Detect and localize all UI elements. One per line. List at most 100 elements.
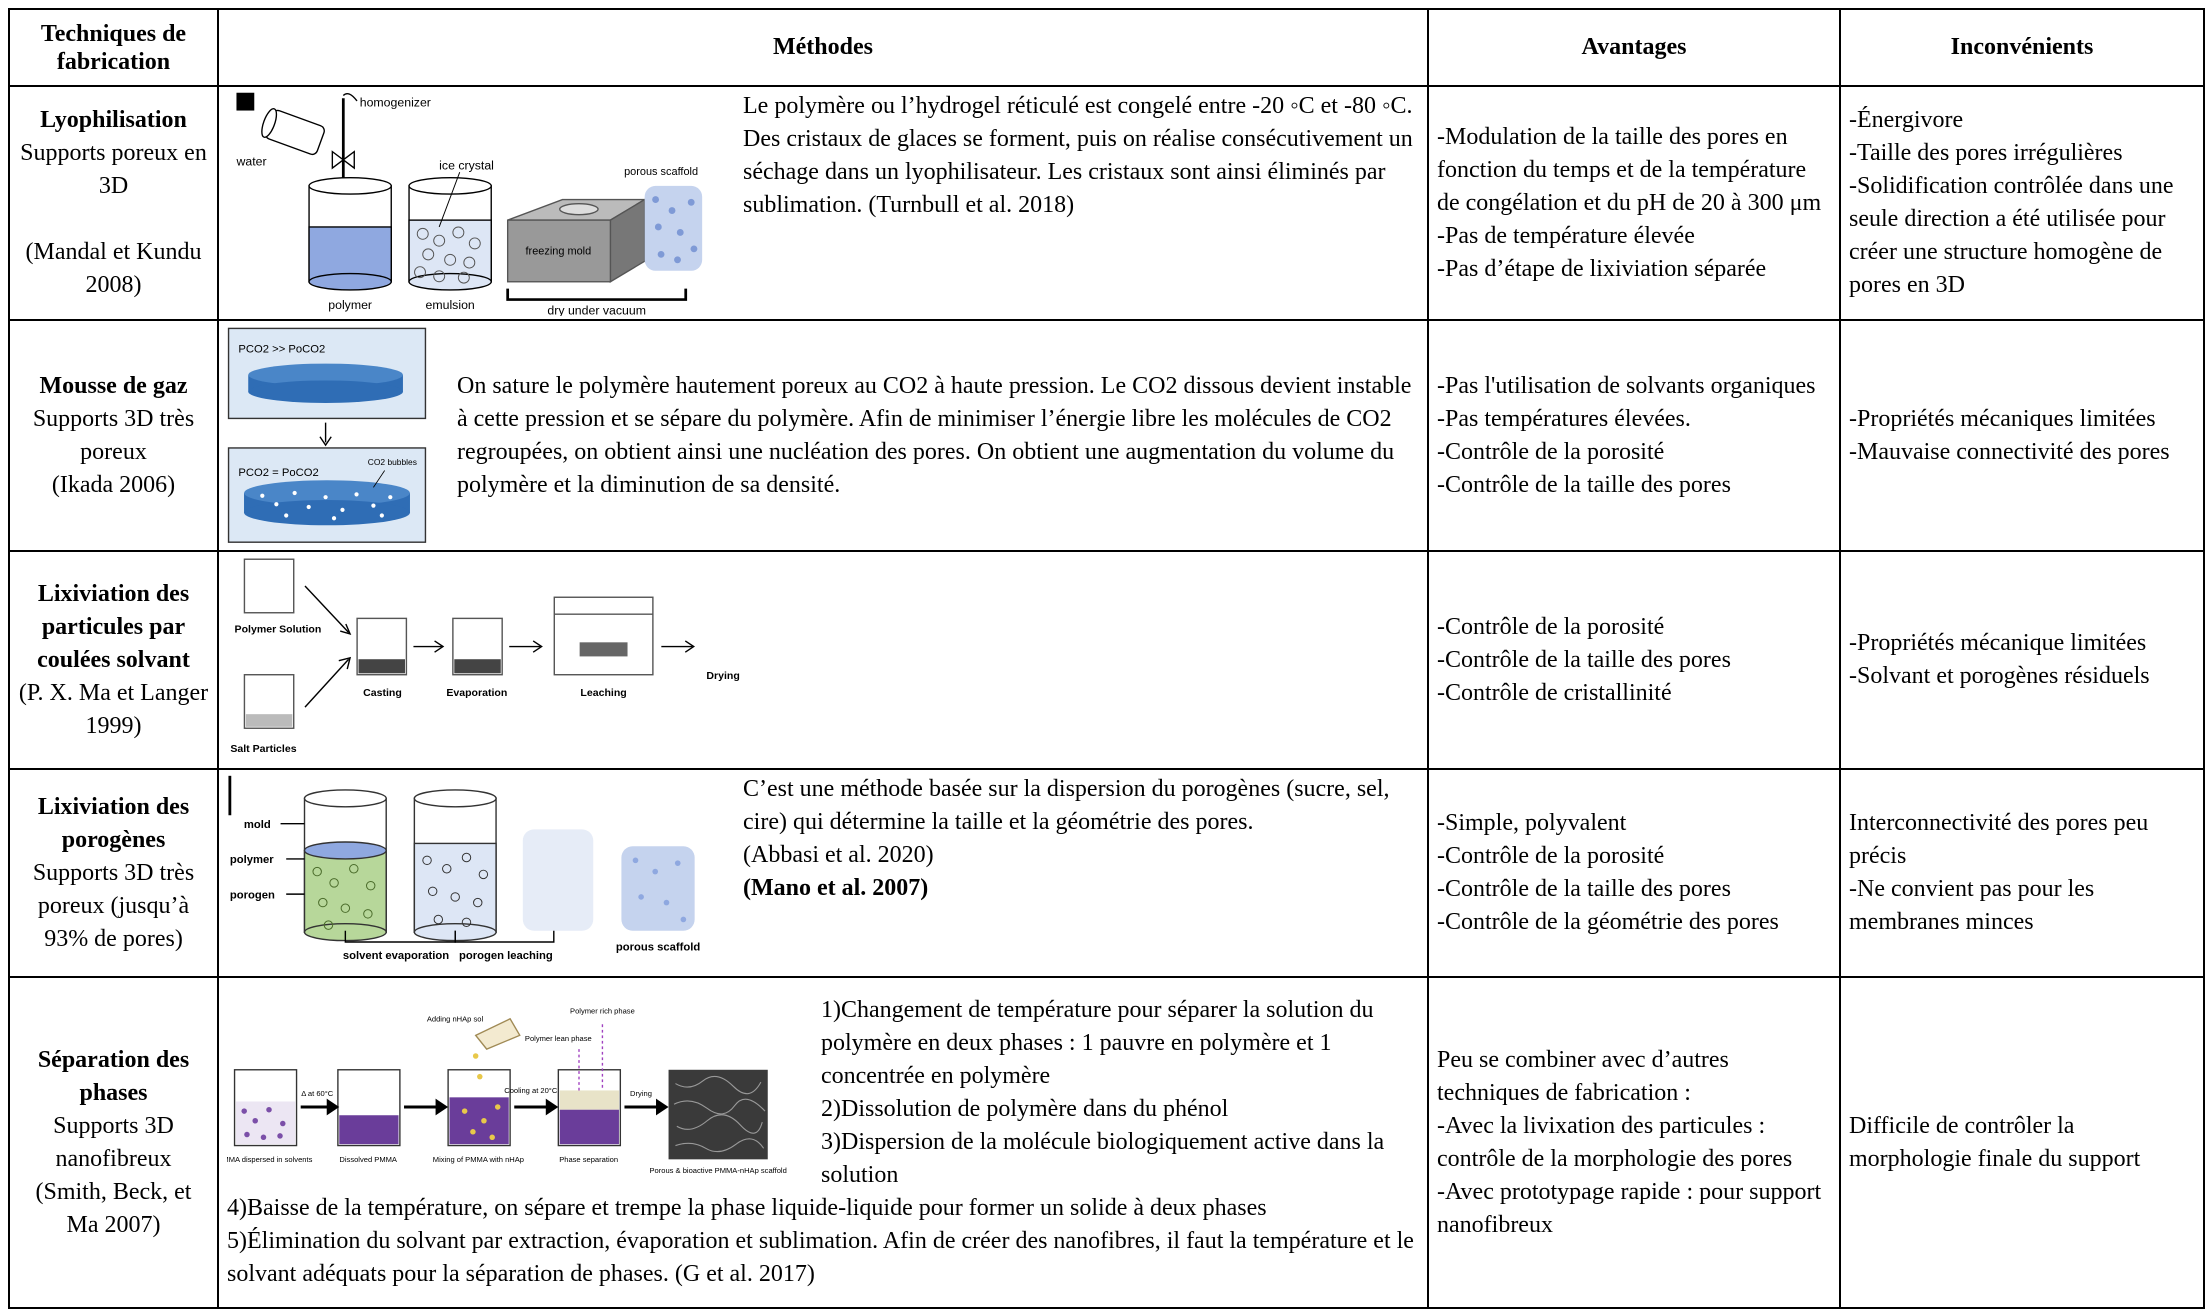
figure-label: Mixing of PMMA with nHAp bbox=[433, 1155, 524, 1164]
figure-shape bbox=[435, 1098, 449, 1116]
methods-cell: mold polymer porogen solvent evaporation… bbox=[217, 768, 1429, 978]
figure-shape bbox=[308, 272, 392, 291]
figure-shape bbox=[422, 248, 435, 261]
advantage: -Contrôle de cristallinité bbox=[1437, 679, 1672, 706]
figure-shape bbox=[687, 198, 695, 206]
disadvantage: -Taille des pores irrégulières bbox=[1849, 140, 2123, 166]
figure-shape bbox=[621, 846, 695, 931]
methods-cell: Adding nHAp sol Polymer lean phase Polym… bbox=[217, 976, 1429, 1309]
figure-shape bbox=[331, 515, 337, 520]
advantage: -Pas températures élevées. bbox=[1437, 405, 1691, 432]
figure-label: ice crystal bbox=[439, 158, 494, 172]
methods-text: On sature le polymère hautement poreux a… bbox=[457, 372, 1412, 498]
figure-shape bbox=[684, 640, 695, 653]
figure-shape bbox=[284, 512, 289, 518]
figure-shape bbox=[318, 897, 328, 908]
figure-shape bbox=[274, 501, 279, 506]
figure-shape bbox=[365, 880, 376, 891]
figure-label: Drying bbox=[630, 1089, 652, 1098]
advantages-cell: -Simple, polyvalent -Contrôle de la poro… bbox=[1427, 768, 1841, 978]
table-row: Lixiviation des particules par coulées s… bbox=[8, 550, 2205, 770]
figure-shape bbox=[579, 642, 628, 657]
technique-line: Supports 3D très poreux bbox=[32, 405, 195, 465]
figure-shape bbox=[433, 914, 444, 925]
disadvantages-cell: Interconnectivité des pores peu précis -… bbox=[1839, 768, 2205, 978]
figure-shape bbox=[690, 245, 698, 253]
figure-shape bbox=[363, 909, 373, 919]
figure-shape bbox=[433, 270, 446, 283]
table-row: Séparation des phases Supports 3D nanofi… bbox=[8, 976, 2205, 1309]
figure-shape bbox=[463, 256, 476, 269]
figure-shape bbox=[545, 1098, 559, 1116]
methods-paragraph: 1)Changement de température pour séparer… bbox=[821, 997, 1374, 1089]
figure-shape bbox=[680, 916, 687, 923]
figure-label: porous scaffold bbox=[616, 941, 701, 953]
figure-shape bbox=[388, 494, 393, 499]
figure-shape bbox=[470, 1129, 476, 1135]
figure-shape bbox=[494, 1104, 501, 1110]
figure-shape bbox=[522, 829, 594, 931]
figure-shape bbox=[676, 1114, 763, 1134]
methods-text: C’est une méthode basée sur la dispersio… bbox=[713, 773, 1419, 905]
methods-paragraph: 2)Dissolution de polymère dans du phénol bbox=[821, 1096, 1229, 1122]
disadvantage: -Ne convient pas pour les membranes minc… bbox=[1849, 876, 2095, 935]
advantage: -Modulation de la taille des pores en fo… bbox=[1437, 123, 1822, 216]
disadvantage: -Propriétés mécanique limitées bbox=[1849, 630, 2147, 656]
figure-shape bbox=[422, 855, 432, 866]
methods-paragraph: C’est une méthode basée sur la dispersio… bbox=[743, 776, 1390, 835]
figure-label: PMMA dispersed in solvents bbox=[227, 1155, 313, 1164]
figure-shape bbox=[559, 203, 599, 216]
figure-label: porous scaffold bbox=[624, 166, 698, 178]
figure-label: polymer bbox=[328, 298, 372, 312]
figure-shape bbox=[478, 869, 489, 880]
figure-shape bbox=[477, 1073, 483, 1080]
figure-shape bbox=[675, 1075, 762, 1095]
figure-shape bbox=[663, 899, 670, 906]
figure-shape bbox=[652, 196, 698, 264]
figure-shape bbox=[506, 288, 688, 301]
figure-shape bbox=[277, 1133, 283, 1139]
figure-shape bbox=[308, 176, 392, 195]
figure-shape bbox=[319, 435, 332, 446]
table-row: Lyophilisation Supports poreux en 3D (Ma… bbox=[8, 85, 2205, 321]
advantage: -Contrôle de la porosité bbox=[1437, 438, 1665, 465]
figure-label: dry under vacuum bbox=[547, 304, 646, 316]
figure-label: water bbox=[235, 154, 266, 168]
figure-shape bbox=[461, 852, 472, 863]
advantage: -Contrôle de la porosité bbox=[1437, 613, 1665, 640]
figure-shape bbox=[414, 226, 481, 284]
figure-shape bbox=[342, 92, 358, 102]
figure-label: Polymer rich phase bbox=[570, 1006, 635, 1015]
figure-label: polymer bbox=[230, 854, 274, 866]
figure-label: Drying bbox=[706, 670, 739, 682]
figure-shape bbox=[444, 253, 457, 266]
figure-shape bbox=[559, 1090, 619, 1110]
figure-shape bbox=[371, 503, 376, 508]
technique-line: (Smith, Beck, et Ma 2007) bbox=[35, 1178, 192, 1238]
technique-line: (Mandal et Kundu 2008) bbox=[25, 239, 202, 298]
figure-shape bbox=[472, 1053, 479, 1059]
technique-cell: Lixiviation des porogènes Supports 3D tr… bbox=[8, 768, 219, 978]
technique-line: Supports 3D très poreux (jusqu’à 93% de … bbox=[32, 859, 195, 952]
figure-shape bbox=[312, 864, 376, 930]
figure-shape bbox=[644, 185, 703, 271]
gas-foam-figure: PCO2 >> PoCO2 PCO2 = PoCO2 CO2 bubbles bbox=[227, 327, 427, 543]
figure-shape bbox=[340, 507, 345, 512]
figure-shape bbox=[243, 558, 295, 614]
figure-shape bbox=[461, 917, 472, 928]
figure-shape bbox=[354, 491, 359, 496]
figure-shape bbox=[673, 1075, 766, 1153]
figure-label: Δ at 60°C bbox=[301, 1089, 334, 1098]
figure-shape bbox=[340, 623, 352, 635]
technique-line: Supports poreux en 3D bbox=[20, 140, 207, 199]
figure-label: Phase separation bbox=[559, 1155, 618, 1164]
figure-shape bbox=[260, 493, 265, 498]
technique-cell: Séparation des phases Supports 3D nanofi… bbox=[8, 976, 219, 1309]
particle-leaching-figure: Polymer Solution Salt Particles Casting … bbox=[230, 558, 740, 755]
methods-paragraph: 4)Baisse de la température, on sépare et… bbox=[227, 1195, 1267, 1221]
figure-shape bbox=[340, 903, 351, 913]
figure-shape bbox=[413, 789, 497, 808]
figure-shape bbox=[674, 860, 681, 866]
figure-shape bbox=[673, 1098, 766, 1115]
disadvantage: -Mauvaise connectivité des pores bbox=[1849, 438, 2170, 465]
